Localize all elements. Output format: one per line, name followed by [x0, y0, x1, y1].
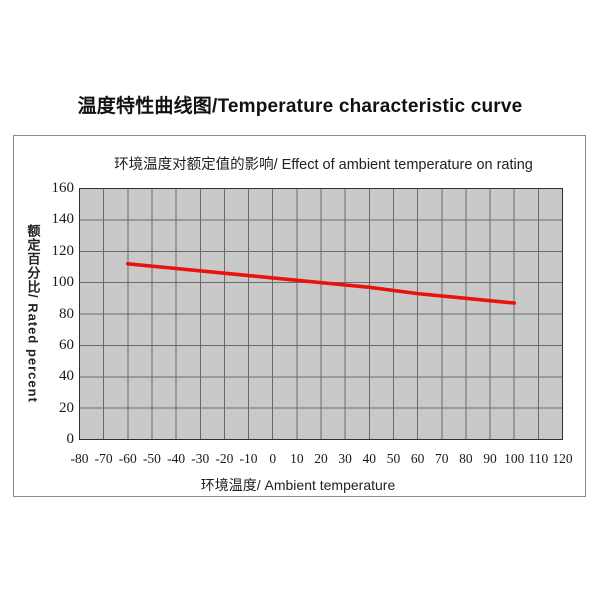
- x-tick-label: 10: [290, 451, 304, 466]
- data-line: [125, 262, 517, 305]
- x-tick-label: 120: [552, 451, 573, 466]
- y-tick-label: 20: [59, 399, 74, 416]
- x-tick-label: 20: [314, 451, 328, 466]
- x-axis-title: 环境温度/ Ambient temperature: [200, 477, 396, 493]
- x-tick-label: -60: [118, 451, 137, 466]
- x-tick-label: 50: [386, 451, 401, 466]
- x-tick-label: -50: [142, 451, 161, 466]
- y-tick-label: 0: [66, 431, 75, 447]
- x-tick-label: -20: [215, 451, 234, 466]
- x-tick-label: 100: [504, 451, 525, 466]
- x-tick-label: 80: [459, 451, 473, 466]
- y-tick-label: 120: [51, 242, 75, 259]
- x-tick-label: -40: [167, 451, 186, 466]
- chart-title: 环境温度对额定值的影响/ Effect of ambient temperatu…: [114, 157, 533, 173]
- x-tick-label: 110: [528, 451, 549, 466]
- x-tick-label: 0: [269, 451, 277, 466]
- y-tick-label: 40: [59, 368, 74, 385]
- y-tick-label: 100: [51, 274, 75, 291]
- x-tick-label: 70: [435, 451, 449, 466]
- x-tick-label: -10: [239, 451, 258, 466]
- y-tick-label: 140: [51, 211, 75, 228]
- x-tick-label: 90: [483, 451, 497, 466]
- x-tick-label: 60: [410, 451, 425, 466]
- x-tick-label: -30: [191, 451, 210, 466]
- plot-border: [79, 188, 563, 440]
- x-tick-label: 40: [362, 451, 377, 466]
- chart-frame: 环境温度对额定值的影响/ Effect of ambient temperatu…: [13, 135, 586, 497]
- plot-area: [79, 188, 563, 440]
- y-tick-label: 160: [51, 180, 75, 196]
- y-axis-title: 额定百分比/ Rated percent: [25, 224, 41, 403]
- x-tick-label: -70: [94, 451, 113, 466]
- x-tick-label: 30: [338, 451, 352, 466]
- page-title: 温度特性曲线图/Temperature characteristic curve: [77, 96, 523, 117]
- x-tick-label: -80: [70, 451, 89, 466]
- y-tick-label: 80: [59, 305, 74, 322]
- y-tick-label: 60: [59, 336, 74, 353]
